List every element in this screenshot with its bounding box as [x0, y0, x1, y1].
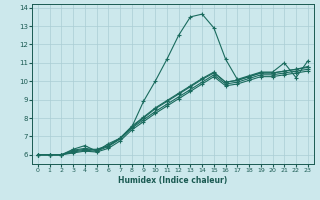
X-axis label: Humidex (Indice chaleur): Humidex (Indice chaleur) [118, 176, 228, 185]
